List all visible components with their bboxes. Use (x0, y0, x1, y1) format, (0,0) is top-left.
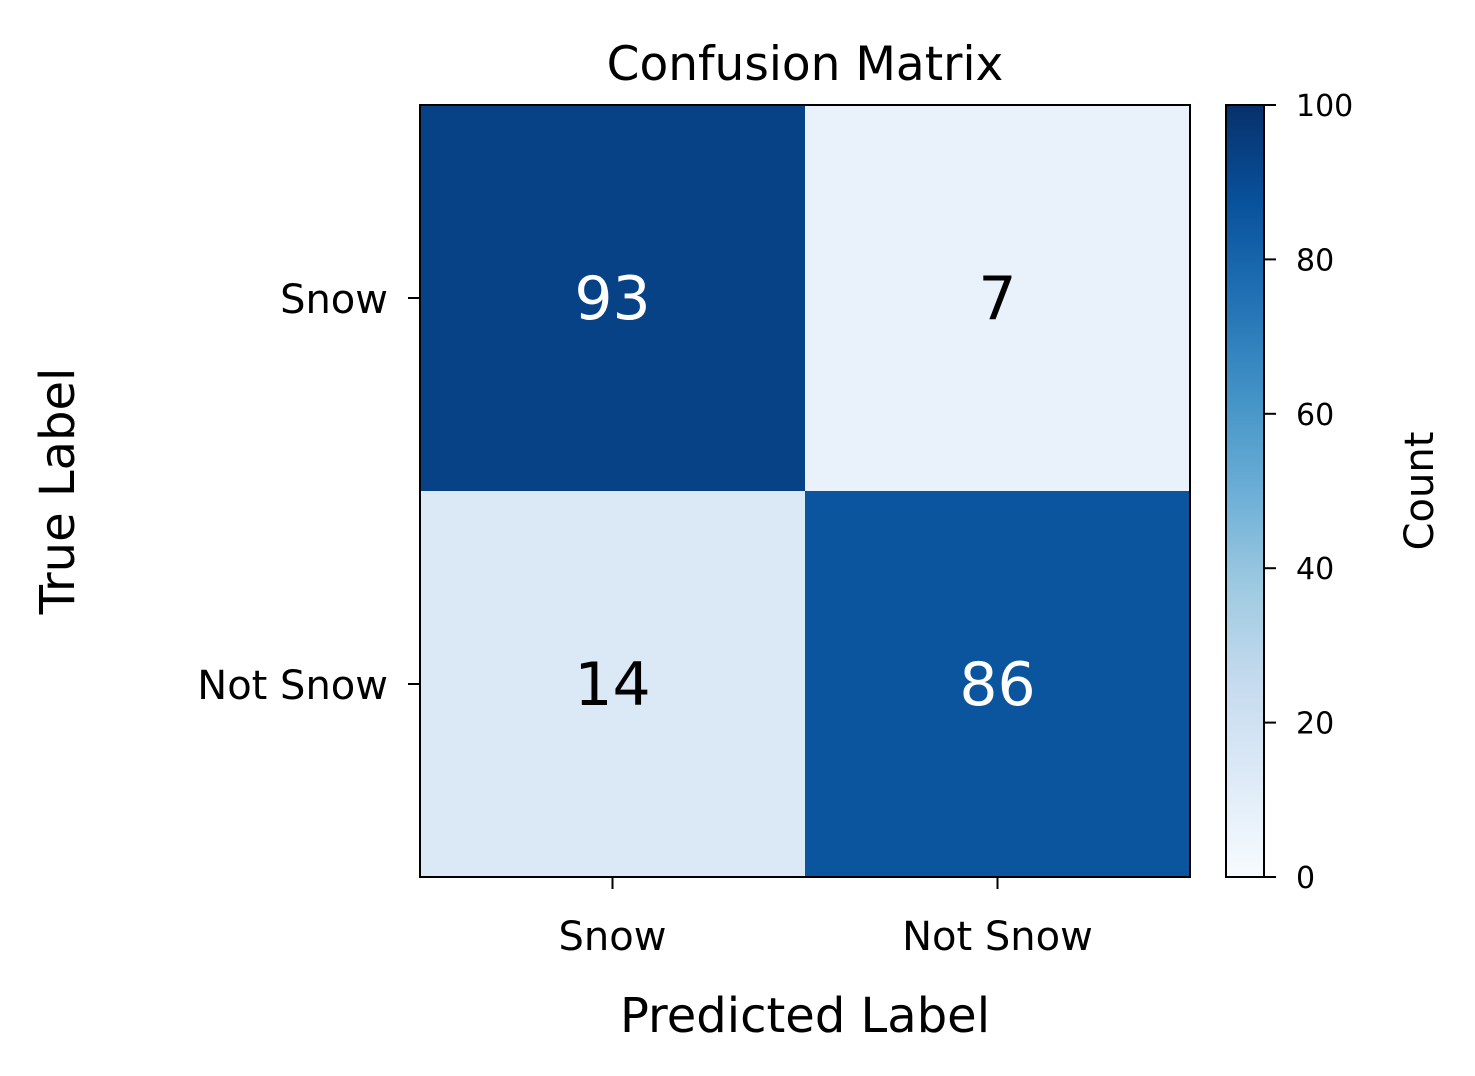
colorbar-tick-label: 100 (1296, 89, 1353, 124)
y-tick-label: Not Snow (197, 663, 388, 709)
x-tick-label: Not Snow (902, 914, 1093, 960)
heatmap-cell (805, 491, 1191, 878)
x-axis-ticks: Snow Not Snow (559, 877, 1093, 960)
heatmap-cell (420, 105, 806, 492)
heatmap-cell (420, 491, 806, 878)
cell-value-label: 93 (574, 264, 650, 334)
plot-frame (419, 104, 1191, 878)
chart-title: Confusion Matrix (607, 37, 1004, 92)
cell-value-label: 14 (574, 650, 650, 720)
y-tick-label: Snow (280, 277, 388, 323)
colorbar-tick-label: 80 (1296, 243, 1334, 278)
heatmap-cells: 93 7 14 86 (420, 105, 1191, 878)
colorbar-tick-label: 40 (1296, 552, 1334, 587)
heatmap-cell (805, 105, 1191, 492)
colorbar-tick-label: 60 (1296, 398, 1334, 433)
cell-value-label: 86 (959, 650, 1035, 720)
colorbar-gradient (1225, 104, 1265, 878)
colorbar-tick-label: 20 (1296, 707, 1334, 742)
colorbar-label: Count (1397, 432, 1443, 551)
y-axis-label: True Label (30, 368, 86, 616)
colorbar-tick-label: 0 (1296, 861, 1315, 896)
x-tick-label: Snow (559, 914, 667, 960)
y-axis-ticks: Snow Not Snow (197, 277, 420, 709)
cell-value-label: 7 (978, 264, 1016, 334)
colorbar-ticks: 0 20 40 60 80 100 (1264, 89, 1353, 896)
x-axis-label: Predicted Label (620, 988, 990, 1044)
